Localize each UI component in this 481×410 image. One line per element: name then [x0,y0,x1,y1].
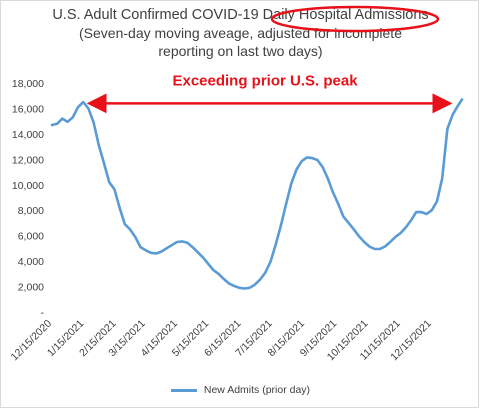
chart-legend: New Admits (prior day) [0,384,481,396]
y-tick-label: 16,000 [12,103,44,115]
y-tick-label: 14,000 [12,129,44,141]
y-tick-label: 12,000 [12,154,44,166]
chart-title-line-3: reporting on last two days) [158,43,323,59]
y-tick-label: 6,000 [18,231,44,243]
y-tick-label: 18,000 [12,78,44,90]
y-tick-label: 8,000 [18,205,44,217]
legend-label: New Admits (prior day) [203,384,311,396]
x-axis-ticks: 12/15/20201/15/20212/15/20213/15/20214/1… [8,318,434,364]
series-line [50,98,464,290]
y-tick-label: 10,000 [12,180,44,192]
y-tick-label: 2,000 [18,282,44,294]
y-axis-ticks: - 2,000 4,000 6,000 8,000 10,000 12,000 14,000 1… [12,78,45,319]
y-tick-label: 4,000 [18,256,44,268]
x-tick-label: 12/15/2020 [8,318,54,364]
y-tick-label: - [41,307,45,319]
chart-title-line-1: U.S. Adult Confirmed COVID-19 Daily Hosp… [52,7,429,23]
chart-title: U.S. Adult Confirmed COVID-19 Daily Hosp… [0,6,481,60]
series-layer [50,98,464,290]
peak-annotation-label: Exceeding prior U.S. peak [172,73,358,90]
title-highlight-ellipse [270,5,440,33]
legend-swatch [170,388,197,392]
annotation-layer: Exceeding prior U.S. peak [86,5,453,114]
